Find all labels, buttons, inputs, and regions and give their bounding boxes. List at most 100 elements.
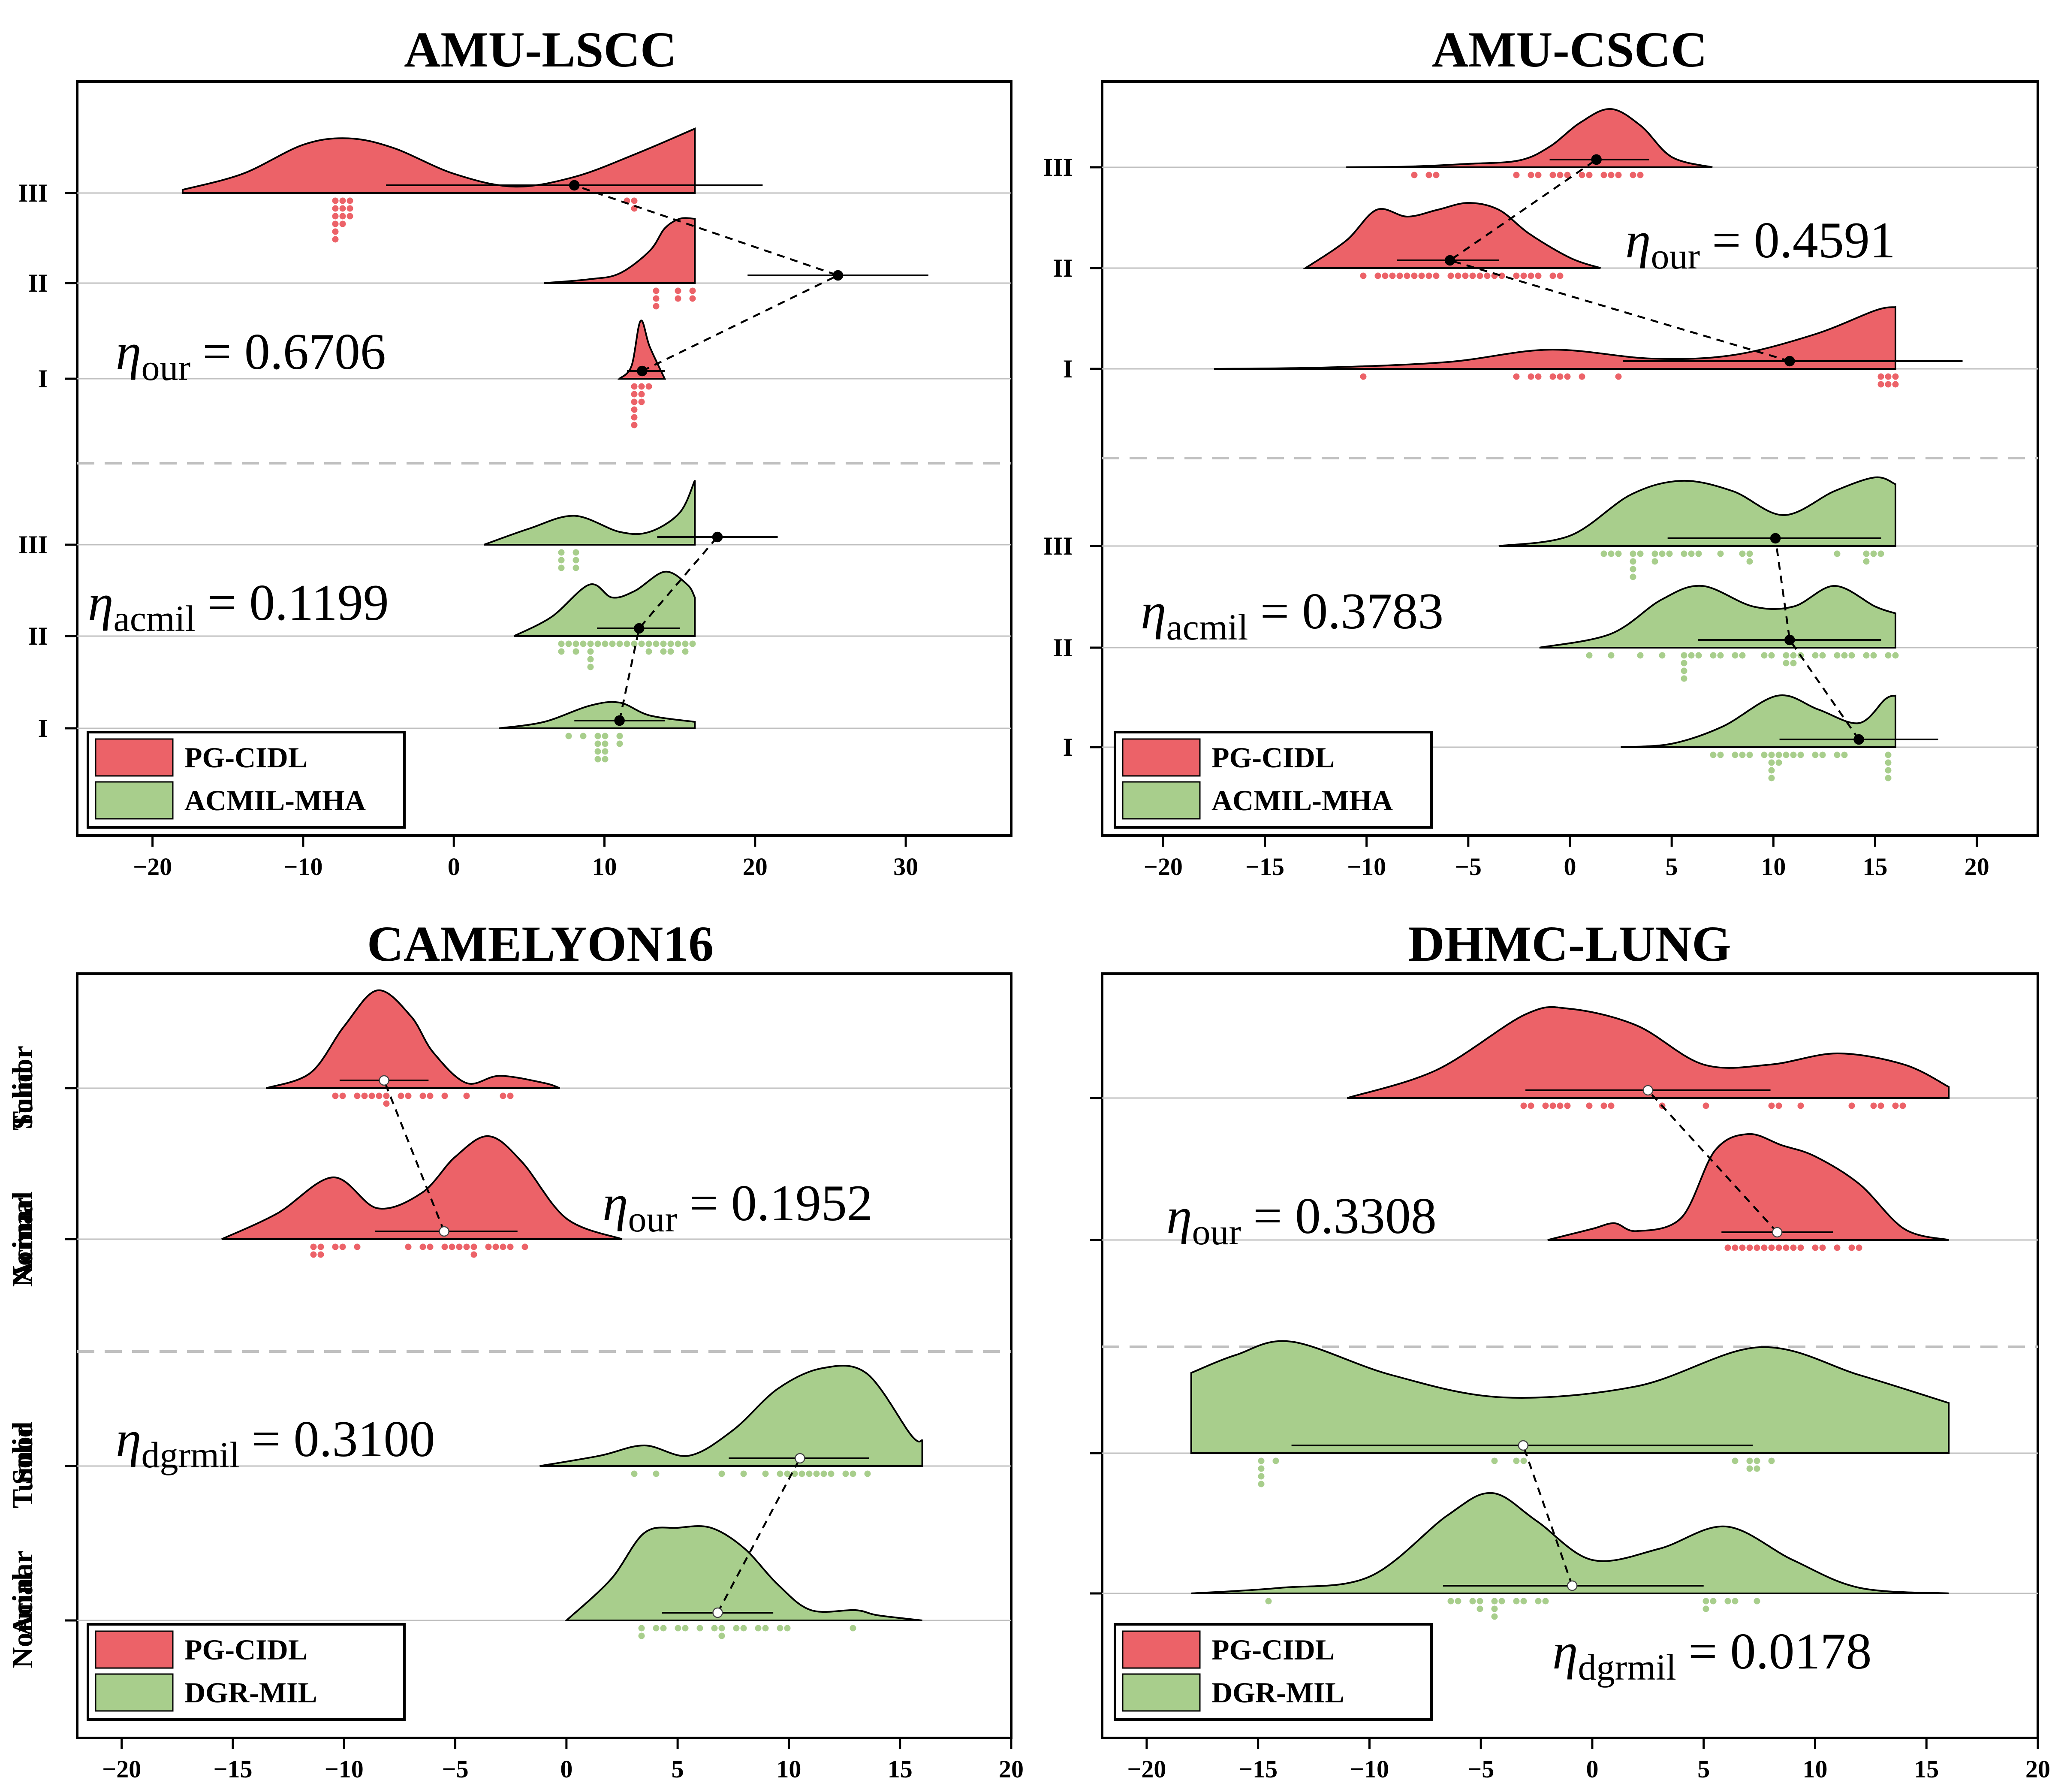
rain-point: [1732, 652, 1739, 659]
rain-point: [1783, 1244, 1790, 1251]
x-tick-label: 5: [1697, 1755, 1710, 1783]
eta-symbol: η: [1166, 1187, 1192, 1244]
x-tick-label: −5: [1455, 853, 1482, 881]
rain-point: [1476, 1598, 1483, 1605]
rain-point: [1863, 550, 1870, 557]
rain-point: [653, 295, 660, 302]
rain-point: [1455, 272, 1461, 279]
x-tick-label: 10: [1761, 853, 1786, 881]
rain-point: [1258, 1457, 1265, 1464]
legend-label: ACMIL-MHA: [1211, 784, 1393, 817]
x-tick-label: 15: [888, 1755, 913, 1783]
rain-point: [441, 1092, 448, 1099]
rain-point: [1462, 272, 1469, 279]
rain-point: [470, 1251, 477, 1258]
rain-point: [1513, 1598, 1520, 1605]
rain-point: [1819, 751, 1826, 758]
rain-point: [1702, 1605, 1709, 1612]
rain-point: [653, 640, 660, 647]
rain-point: [1710, 751, 1717, 758]
rain-point: [1557, 272, 1564, 279]
rain-point: [631, 398, 638, 405]
eta-annotation: ηacmil = 0.3783: [1141, 582, 1443, 648]
rain-point: [1498, 1598, 1505, 1605]
category-label: II: [1053, 254, 1073, 282]
density-cloud: [539, 1364, 923, 1467]
x-tick-label: 30: [893, 853, 918, 881]
rain-point: [419, 1092, 426, 1099]
rain-point: [1885, 652, 1892, 659]
rain-point: [1579, 373, 1585, 380]
rain-point: [573, 549, 579, 556]
panel-dhmc-lung: DHMC-LUNG −20 −15 −10 −5 0 5 10 15 20 Acinar Solid η…: [6, 916, 2050, 1783]
rain-point: [1637, 172, 1644, 178]
rain-point: [1783, 660, 1790, 667]
rain-point: [1746, 751, 1753, 758]
rain-point: [1848, 1102, 1855, 1109]
rain-point: [653, 1625, 660, 1632]
rain-point: [1877, 1102, 1884, 1109]
eta-subscript: acmil: [1166, 606, 1248, 648]
rain-point: [558, 549, 565, 556]
rain-point: [740, 1470, 747, 1477]
rain-point: [762, 1625, 769, 1632]
rain-point: [1746, 1465, 1753, 1472]
density-cloud: [564, 1525, 922, 1621]
rain-point: [1739, 652, 1746, 659]
x-tick-label: 15: [1863, 853, 1888, 881]
rain-point: [500, 1243, 506, 1250]
rain-point: [1258, 1473, 1265, 1480]
rain-point: [1659, 652, 1666, 659]
rain-point: [1491, 1598, 1498, 1605]
rain-point: [653, 287, 660, 294]
rain-point: [1885, 381, 1892, 388]
eta-value: = 0.6706: [202, 323, 386, 380]
rain-point: [383, 1092, 390, 1099]
x-tick-label: −10: [283, 853, 322, 881]
rain-point: [740, 1625, 747, 1632]
category-label: Acinar: [6, 1197, 39, 1283]
category-label: III: [18, 179, 48, 207]
x-tick-label: 10: [776, 1755, 801, 1783]
rain-point: [1877, 373, 1884, 380]
rain-point: [1549, 272, 1556, 279]
rain-point: [696, 1625, 703, 1632]
rain-point: [521, 1243, 528, 1250]
rain-point: [1549, 172, 1556, 178]
rain-point: [638, 398, 645, 405]
rain-point: [1608, 652, 1615, 659]
legend: PG-CIDL DGR-MIL: [87, 1623, 406, 1721]
rain-point: [1768, 759, 1775, 766]
rain-point: [1790, 751, 1797, 758]
rain-point: [1775, 759, 1782, 766]
rain-point: [1724, 1598, 1731, 1605]
rain-point: [1630, 172, 1636, 178]
rain-point: [1513, 373, 1520, 380]
rain-point: [1790, 1244, 1797, 1251]
rain-point: [368, 1092, 375, 1099]
legend-label: PG-CIDL: [184, 1633, 307, 1666]
rain-point: [828, 1470, 835, 1477]
x-tick-label: 5: [1666, 853, 1678, 881]
rain-point: [1469, 272, 1476, 279]
x-tick-label: 20: [2025, 1755, 2050, 1783]
rain-point: [718, 1470, 725, 1477]
eta-annotation: ηour = 0.4591: [1625, 211, 1895, 277]
rain-point: [1841, 751, 1848, 758]
rain-point: [1447, 1598, 1454, 1605]
rain-point: [1797, 1102, 1804, 1109]
rain-point: [667, 648, 674, 655]
x-tick-label: −15: [1238, 1755, 1278, 1783]
rain-point: [791, 1470, 798, 1477]
eta-subscript: dgrmil: [1578, 1647, 1676, 1688]
rain-point: [339, 220, 346, 227]
rain-point: [784, 1625, 791, 1632]
rain-point: [1834, 751, 1841, 758]
rain-point: [1732, 1244, 1739, 1251]
rain-point: [1768, 1457, 1775, 1464]
rain-point: [1688, 550, 1695, 557]
rain-point: [507, 1243, 514, 1250]
rain-point: [1863, 558, 1870, 565]
